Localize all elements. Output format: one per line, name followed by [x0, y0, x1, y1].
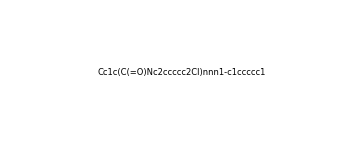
Text: Cc1c(C(=O)Nc2ccccc2Cl)nnn1-c1ccccc1: Cc1c(C(=O)Nc2ccccc2Cl)nnn1-c1ccccc1 [98, 68, 266, 78]
